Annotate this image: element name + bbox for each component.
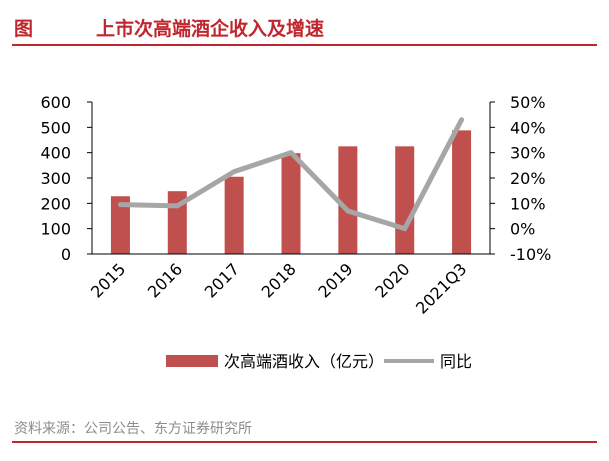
bar-2018	[281, 153, 301, 254]
bar-2020	[395, 146, 415, 254]
y-right-tick-label: 10%	[510, 194, 546, 213]
x-tick-label: 2019	[314, 259, 356, 301]
bar-2017	[224, 176, 244, 254]
y-left-tick-label: 400	[40, 144, 71, 163]
growth-point-2019	[345, 208, 350, 213]
y-right-tick-label: 50%	[510, 93, 546, 112]
bar-2019	[338, 146, 358, 254]
legend-bar-label: 次高端酒收入（亿元）	[224, 352, 384, 371]
growth-point-2021Q3	[459, 117, 464, 122]
legend: 次高端酒收入（亿元） 同比	[166, 352, 472, 371]
bar-2015	[110, 196, 130, 254]
bottom-divider	[12, 441, 597, 443]
growth-point-2016	[175, 203, 180, 208]
legend-line-label: 同比	[440, 352, 472, 371]
top-divider	[12, 44, 597, 46]
y-left-tick-label: 600	[40, 93, 71, 112]
y-left-axis: 0 100 200 300 400 500 600	[40, 93, 93, 264]
source-note: 资料来源：公司公告、东方证券研究所	[14, 421, 252, 437]
y-left-tick-label: 300	[40, 169, 71, 188]
y-left-tick-label: 0	[61, 245, 71, 264]
x-tick-label: 2018	[258, 259, 300, 301]
y-right-axis: -10% 0% 10% 20% 30% 40% 50%	[489, 93, 551, 264]
bar-series	[110, 130, 472, 254]
x-tick-label: 2017	[201, 259, 243, 301]
figure-label: 图	[14, 18, 34, 40]
y-right-tick-label: 0%	[510, 220, 535, 239]
y-right-tick-label: 20%	[510, 169, 546, 188]
growth-point-2018	[289, 150, 293, 155]
chart-title: 上市次高端酒企收入及增速	[96, 18, 325, 40]
figure-header: 图 上市次高端酒企收入及增速	[0, 0, 609, 48]
y-left-tick-label: 500	[40, 118, 71, 137]
legend-bar-swatch	[166, 355, 218, 367]
y-right-tick-label: -10%	[510, 245, 551, 264]
y-right-tick-label: 40%	[510, 118, 546, 137]
x-tick-label: 2015	[87, 259, 129, 301]
y-left-tick-label: 200	[40, 194, 71, 213]
x-tick-label: 2021Q3	[412, 259, 470, 317]
x-tick-label: 2016	[144, 259, 186, 301]
x-tick-label: 2020	[371, 259, 413, 301]
line-series	[117, 117, 465, 232]
growth-point-2015	[118, 202, 123, 207]
growth-point-2017	[232, 169, 237, 174]
y-right-tick-label: 30%	[510, 144, 546, 163]
growth-point-2020	[402, 226, 407, 231]
bar-2021Q3	[452, 130, 472, 254]
y-left-tick-label: 100	[40, 220, 71, 239]
